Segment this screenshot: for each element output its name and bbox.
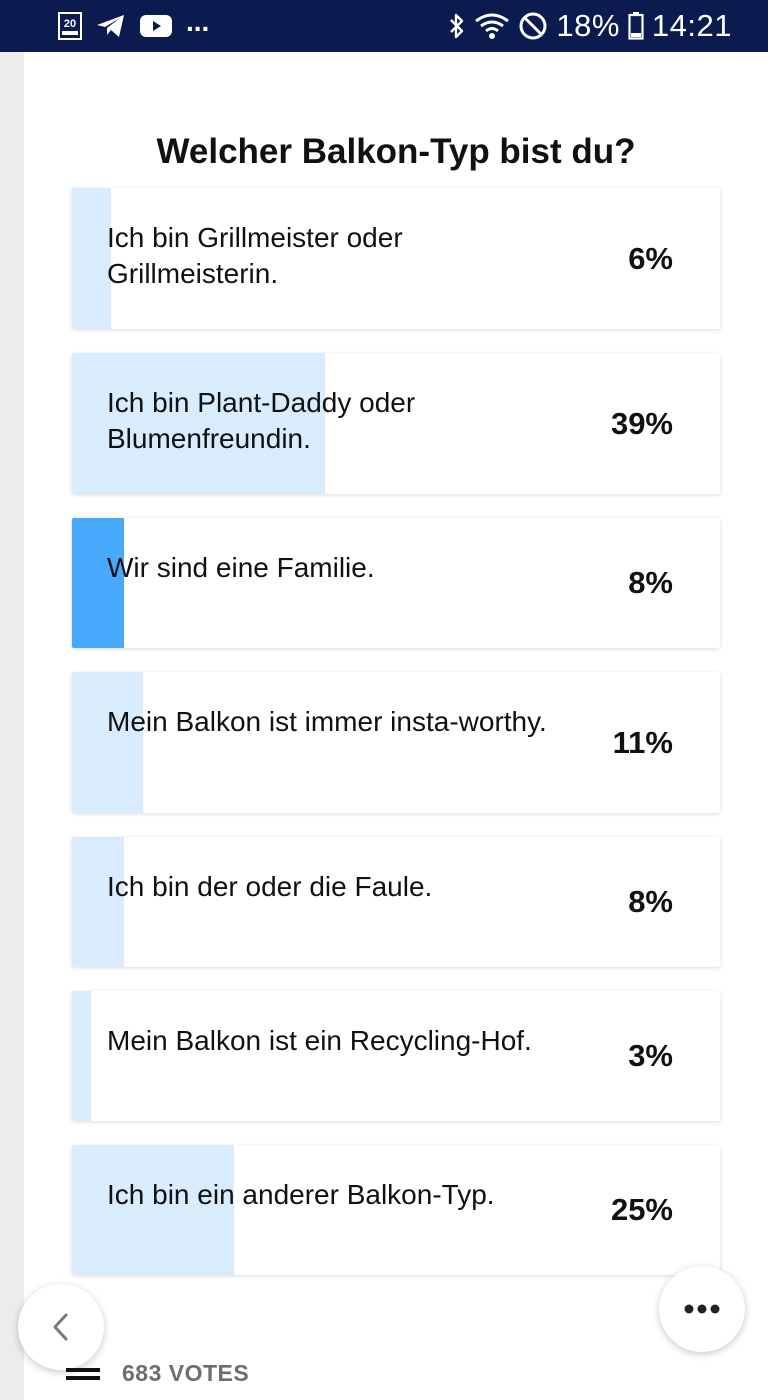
option-result-bar — [72, 672, 144, 813]
battery-icon — [628, 12, 644, 40]
status-bar: 20 ... — [0, 0, 768, 52]
option-result-bar — [72, 518, 124, 648]
option-percent: 6% — [628, 240, 673, 276]
poll-option[interactable]: Ich bin Plant-Daddy oder Blumenfreundin.… — [72, 353, 720, 494]
poll-option[interactable]: Wir sind eine Familie. 8% — [72, 518, 720, 648]
poll-options: Ich bin Grillmeister oder Grillmeisterin… — [72, 188, 720, 1299]
telegram-icon — [96, 13, 126, 39]
option-result-bar — [72, 991, 92, 1121]
poll-option[interactable]: Ich bin ein anderer Balkon-Typ. 25% — [72, 1145, 720, 1275]
option-result-bar — [72, 837, 124, 967]
wifi-icon — [474, 12, 510, 40]
system-icons: 18% 14:21 — [448, 8, 732, 44]
bluetooth-icon — [448, 12, 466, 40]
notification-icons: 20 ... — [58, 6, 209, 42]
option-label: Mein Balkon ist immer insta-worthy. — [107, 706, 547, 737]
more-options-button[interactable] — [659, 1266, 745, 1352]
svg-text:20: 20 — [64, 18, 76, 30]
youtube-icon — [140, 14, 172, 38]
option-result-bar — [72, 353, 325, 494]
option-label: Wir sind eine Familie. — [107, 552, 375, 583]
option-percent: 25% — [610, 1192, 673, 1227]
option-percent: 39% — [610, 405, 673, 441]
poll-option[interactable]: Ich bin Grillmeister oder Grillmeisterin… — [72, 188, 720, 329]
option-label: Ich bin Grillmeister oder Grillmeisterin… — [107, 222, 403, 289]
poll-title: Welcher Balkon-Typ bist du? — [156, 132, 636, 171]
option-percent: 11% — [612, 724, 673, 760]
battery-percent: 18% — [556, 8, 620, 43]
option-result-bar — [72, 188, 111, 329]
back-button[interactable] — [18, 1284, 104, 1370]
poll-option[interactable]: Ich bin der oder die Faule. 8% — [72, 837, 720, 967]
more-notifications: ... — [186, 6, 210, 37]
option-label: Ich bin ein anderer Balkon-Typ. — [107, 1179, 495, 1210]
clock: 14:21 — [651, 8, 732, 43]
option-label: Ich bin der oder die Faule. — [107, 871, 433, 902]
poll-card: Welcher Balkon-Typ bist du? Ich bin Gril… — [24, 52, 768, 1400]
option-result-bar — [72, 1145, 234, 1275]
poll-option[interactable]: Mein Balkon ist ein Recycling-Hof. 3% — [72, 991, 720, 1121]
do-not-disturb-icon — [518, 11, 548, 41]
more-horizontal-icon — [684, 1304, 720, 1314]
menu-icon[interactable] — [66, 1362, 100, 1384]
option-label: Ich bin Plant-Daddy oder Blumenfreundin. — [107, 387, 416, 454]
option-percent: 3% — [628, 1038, 673, 1073]
option-percent: 8% — [628, 884, 673, 919]
chevron-left-icon — [51, 1312, 71, 1342]
app-20min-icon: 20 — [58, 12, 82, 40]
option-percent: 8% — [628, 565, 673, 600]
votes-label: 683 VOTES — [122, 1359, 250, 1386]
vote-count: 683 VOTES — [66, 1356, 249, 1390]
option-label: Mein Balkon ist ein Recycling-Hof. — [107, 1025, 532, 1056]
poll-option[interactable]: Mein Balkon ist immer insta-worthy. 11% — [72, 672, 720, 813]
